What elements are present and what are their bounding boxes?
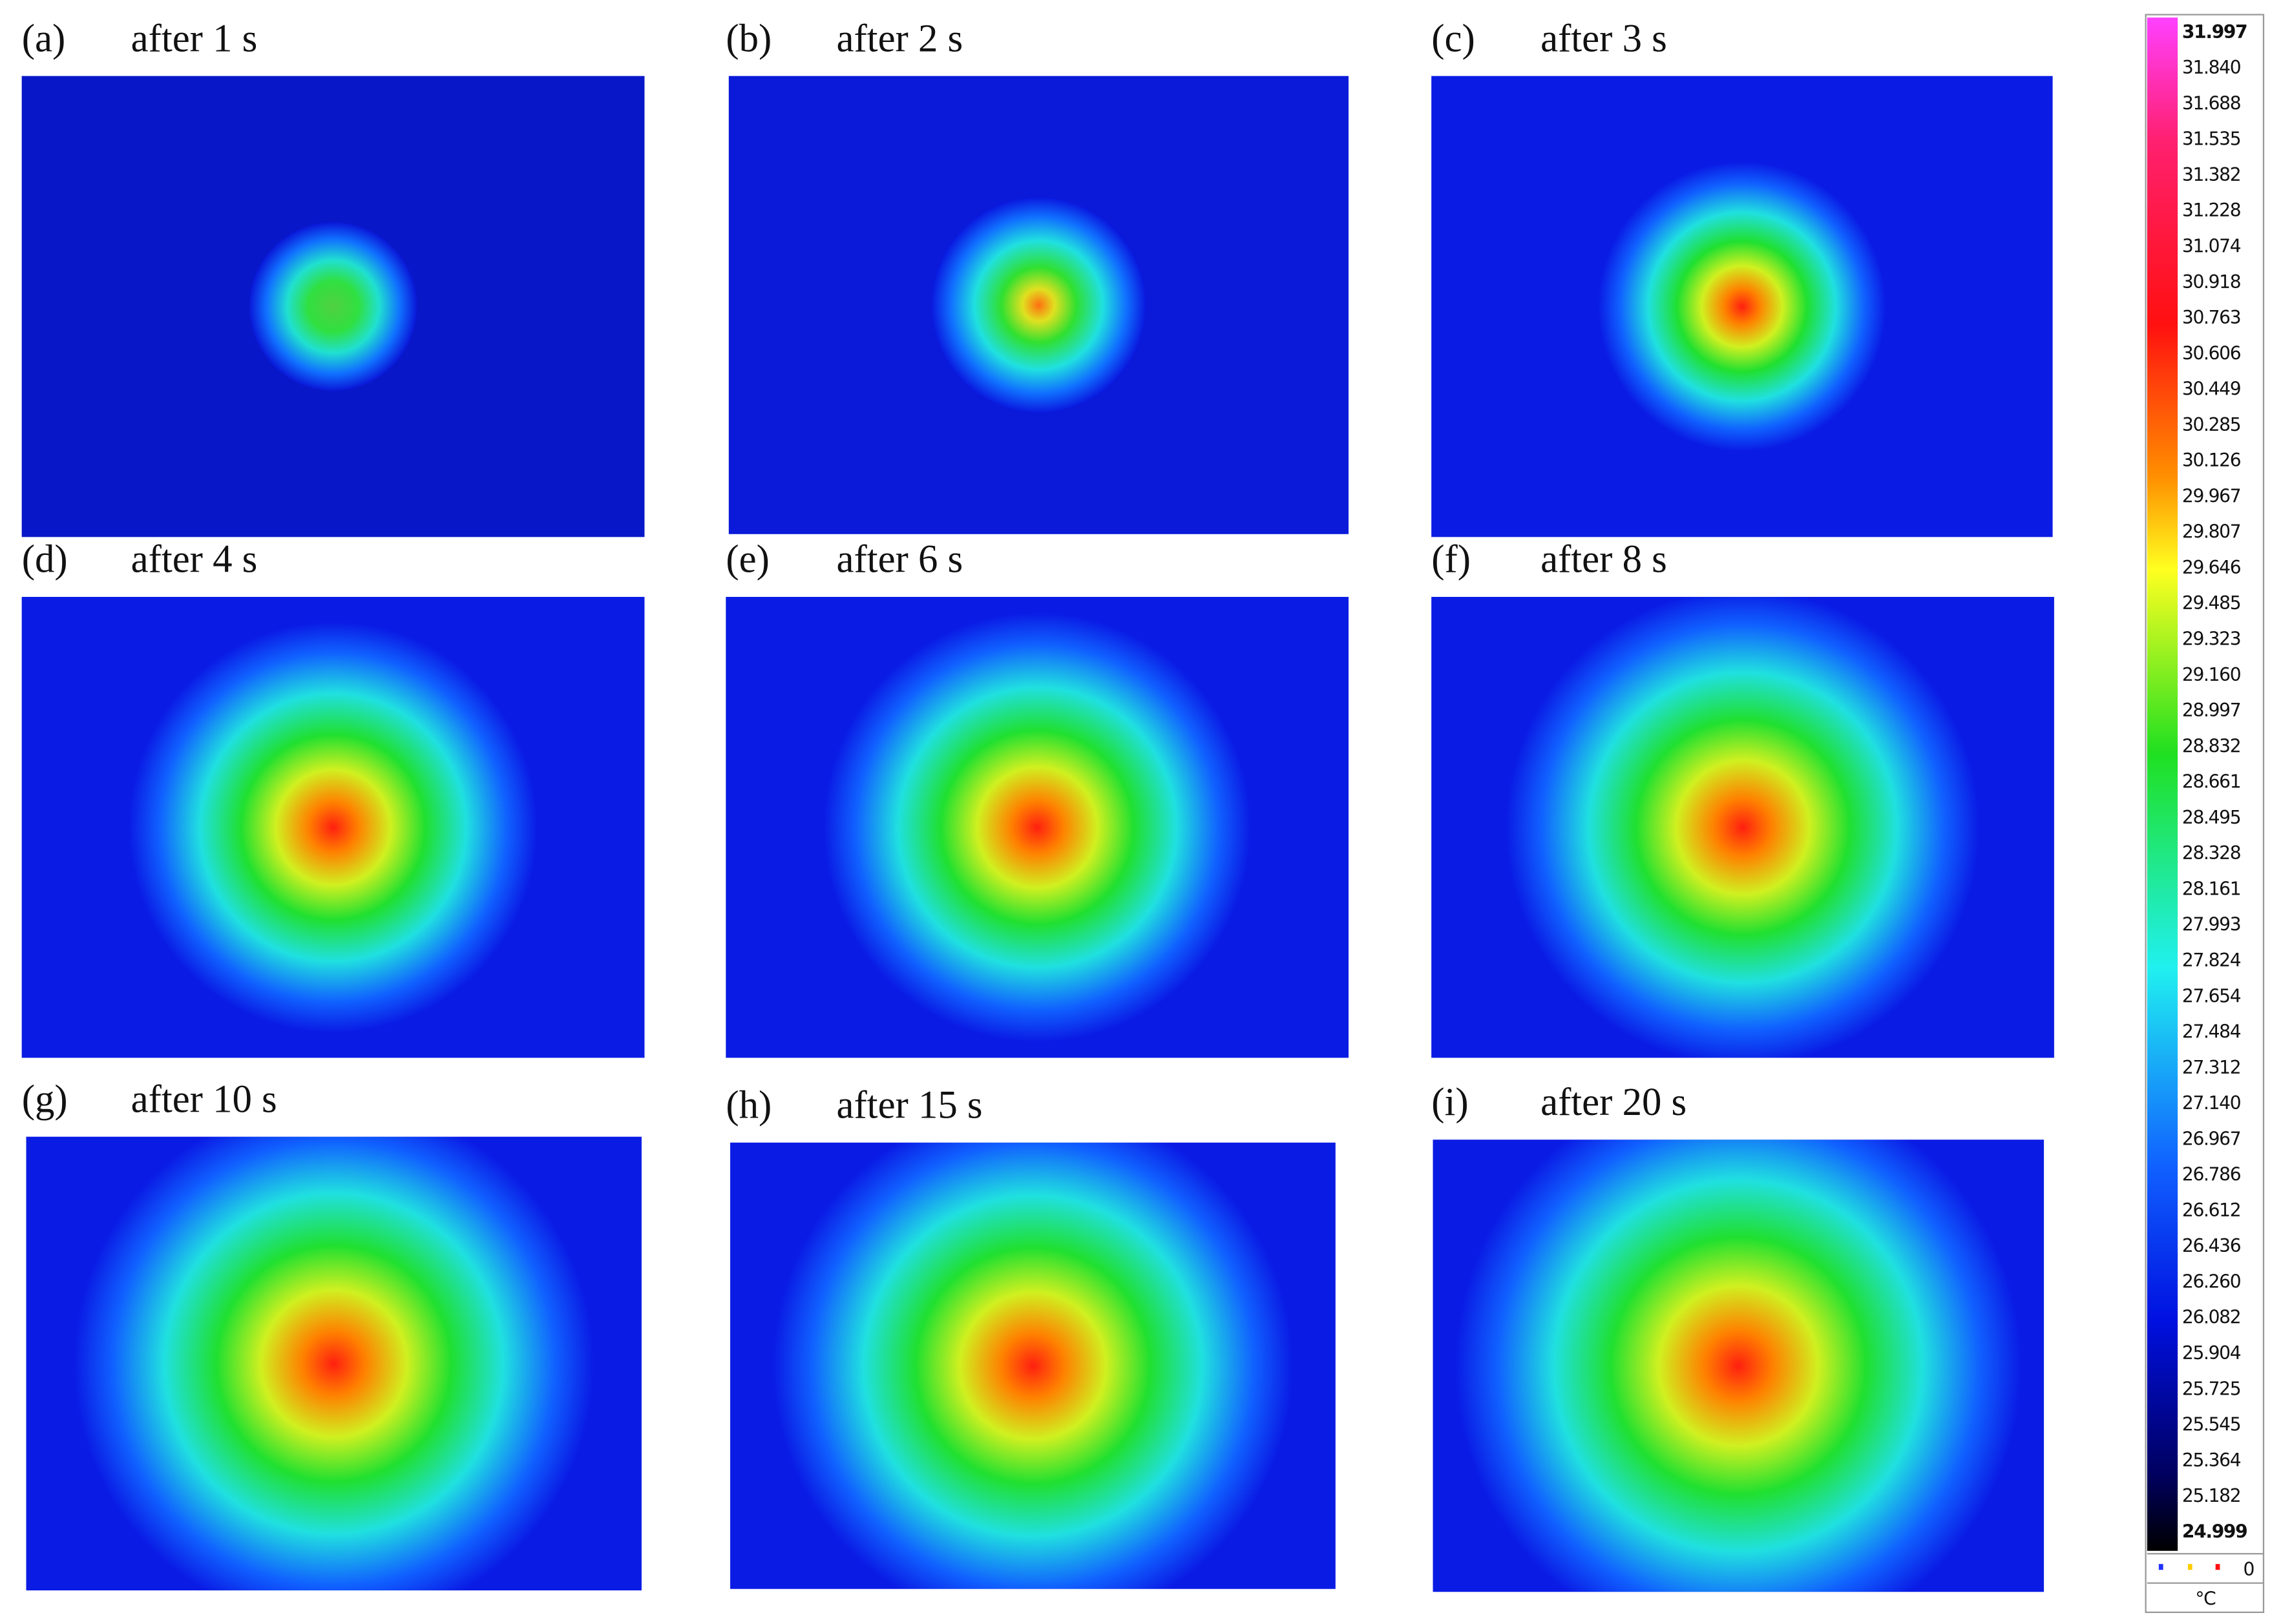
colorbar-tick-label: 31.535: [2182, 129, 2240, 150]
panel-caption: after 3 s: [1540, 17, 1667, 60]
colorbar-tick-label: 29.323: [2182, 628, 2240, 649]
colorbar-tick-label: 26.612: [2182, 1200, 2240, 1221]
colorbar-tick-label: 26.082: [2182, 1307, 2240, 1328]
colorbar-tick-label: 29.160: [2182, 664, 2241, 685]
panel-caption: after 15 s: [836, 1083, 982, 1127]
panel-caption: after 10 s: [131, 1077, 277, 1121]
colorbar-tick-label: 25.725: [2182, 1378, 2240, 1399]
marker-dot: [2215, 1564, 2220, 1570]
colorbar-tick-label: 26.967: [2182, 1128, 2240, 1149]
thermal-panel: (h) after 15 s: [726, 1083, 1336, 1589]
colorbar-tick-label: 28.495: [2182, 807, 2240, 828]
thermal-panel: (e) after 6 s: [726, 537, 1349, 1058]
colorbar-gradient: [2147, 17, 2178, 1551]
colorbar-tick-label: 27.484: [2182, 1021, 2241, 1042]
panel-caption: after 2 s: [836, 17, 963, 60]
colorbar-tick-label: 28.161: [2182, 878, 2240, 899]
panel-caption: after 8 s: [1540, 537, 1667, 581]
colorbar-tick-label: 29.646: [2182, 557, 2241, 578]
thermal-image: [728, 76, 1349, 534]
colorbar-tick-label: 29.485: [2182, 592, 2240, 614]
thermal-image: [1433, 1140, 2044, 1592]
colorbar-tick-label: 28.661: [2182, 771, 2240, 793]
colorbar-tick-label: 28.328: [2182, 842, 2241, 864]
colorbar-tick-label: 29.807: [2182, 521, 2240, 543]
colorbar-tick-label: 27.993: [2182, 914, 2240, 935]
colorbar: 0 °C: [2145, 14, 2265, 1614]
thermal-panel: (a) after 1 s: [21, 17, 645, 537]
panel-label: (a): [22, 17, 65, 60]
colorbar-tick-label: 27.654: [2182, 985, 2241, 1006]
colorbar-tick-label: 30.126: [2182, 450, 2241, 471]
colorbar-tick-label: 30.449: [2182, 379, 2240, 400]
colorbar-tick-label: 28.832: [2182, 735, 2240, 756]
panel-label: (c): [1431, 17, 1475, 60]
panel-label: (g): [22, 1077, 68, 1121]
panel-label: (f): [1431, 537, 1471, 581]
thermal-panel: (f) after 8 s: [1431, 537, 2054, 1058]
colorbar-tick-label: 26.786: [2182, 1164, 2241, 1185]
thermal-image: [726, 597, 1349, 1058]
thermal-panel: (c) after 3 s: [1431, 17, 2053, 537]
thermal-panel: (b) after 2 s: [726, 17, 1349, 534]
thermal-panel: (d) after 4 s: [21, 537, 645, 1058]
thermal-image: [730, 1142, 1336, 1589]
colorbar-tick-label: 25.364: [2182, 1450, 2241, 1471]
panel-caption: after 1 s: [131, 17, 258, 60]
thermal-panel: (i) after 20 s: [1431, 1081, 2044, 1592]
panel-label: (b): [726, 17, 772, 60]
panel-label: (i): [1431, 1081, 1468, 1124]
colorbar-tick-label: 31.382: [2182, 164, 2240, 185]
panel-label: (h): [726, 1083, 772, 1127]
marker-value: 0: [2243, 1559, 2254, 1580]
marker-dot: [2158, 1564, 2163, 1570]
panel-label: (e): [726, 537, 769, 581]
thermal-image: [1431, 597, 2054, 1058]
panel-label: (d): [22, 537, 68, 581]
thermal-panel: (g) after 10 s: [22, 1077, 642, 1590]
colorbar-tick-label: 26.260: [2182, 1271, 2241, 1292]
colorbar-tick-label: 31.688: [2182, 92, 2241, 114]
panel-caption: after 6 s: [836, 537, 963, 581]
colorbar-tick-label: 28.997: [2182, 700, 2240, 721]
thermal-image: [21, 597, 645, 1058]
colorbar-tick-label: 25.182: [2182, 1485, 2240, 1506]
colorbar-tick-label: 30.763: [2182, 307, 2240, 328]
colorbar-tick-label: 27.824: [2182, 950, 2241, 971]
panel-caption: after 20 s: [1540, 1081, 1687, 1124]
colorbar-tick-label: 30.918: [2182, 271, 2241, 293]
colorbar-tick-label: 24.999: [2182, 1521, 2247, 1542]
colorbar-tick-label: 31.074: [2182, 235, 2241, 256]
colorbar-tick-label: 25.904: [2182, 1342, 2241, 1364]
colorbar-tick-label: 31.228: [2182, 200, 2241, 221]
colorbar-tick-label: 26.436: [2182, 1235, 2241, 1256]
thermal-image: [26, 1136, 642, 1590]
panel-caption: after 4 s: [131, 537, 258, 581]
colorbar-tick-label: 30.606: [2182, 342, 2241, 364]
colorbar-tick-label: 30.285: [2182, 414, 2240, 435]
colorbar-tick-label: 25.545: [2182, 1413, 2240, 1435]
thermal-image: [1431, 76, 2053, 537]
colorbar-tick-label: 29.967: [2182, 485, 2240, 506]
colorbar-tick-label: 27.312: [2182, 1057, 2240, 1078]
thermal-image: [21, 76, 645, 537]
colorbar-tick-label: 27.140: [2182, 1092, 2241, 1114]
unit: °C: [2195, 1588, 2216, 1609]
marker-dot: [2187, 1564, 2192, 1570]
colorbar-tick-label: 31.840: [2182, 57, 2241, 78]
colorbar-tick-label: 31.997: [2182, 21, 2247, 43]
